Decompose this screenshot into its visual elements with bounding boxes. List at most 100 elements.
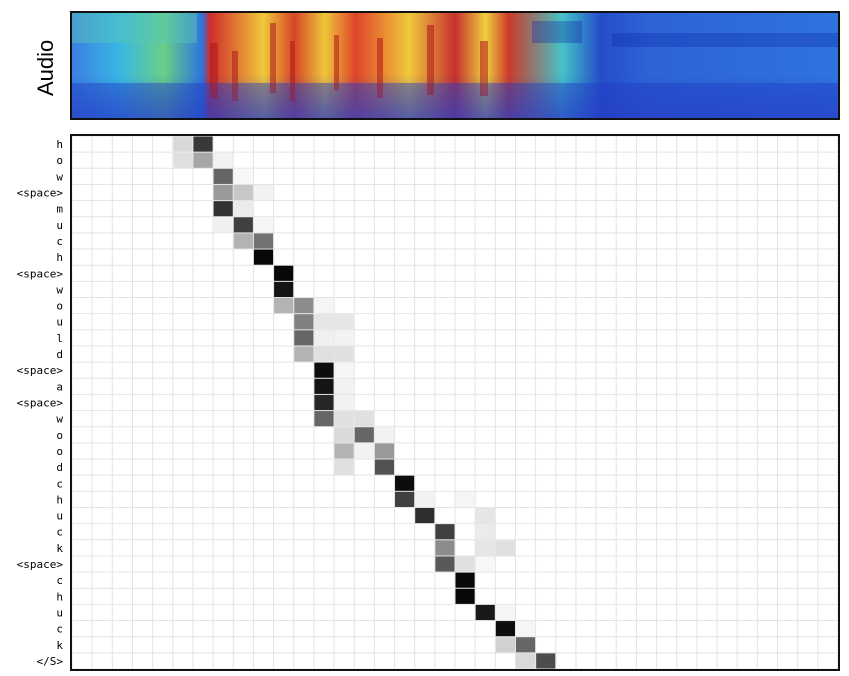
heatmap-cell (193, 152, 213, 168)
heatmap-cell (515, 637, 536, 653)
row-label: k (56, 542, 63, 555)
heatmap-cell (334, 459, 354, 475)
heatmap-cell (515, 653, 536, 669)
row-label: d (56, 461, 63, 474)
heatmap-cell (274, 265, 294, 281)
heatmap-cell (213, 217, 233, 233)
row-label: o (56, 445, 63, 458)
row-label: h (56, 590, 63, 603)
row-label: <space> (17, 187, 64, 200)
heatmap-cell (455, 588, 475, 604)
heatmap-cell (173, 152, 193, 168)
row-label: w (56, 413, 63, 426)
heatmap-cell (354, 411, 374, 427)
heatmap-cell (495, 637, 515, 653)
heatmap-cell (495, 540, 515, 556)
row-label: h (56, 138, 63, 151)
heatmap-cell (374, 459, 395, 475)
heatmap-cell (233, 201, 253, 217)
row-label: w (56, 283, 63, 296)
heatmap-cell (495, 604, 515, 621)
row-label: u (56, 510, 63, 523)
heatmap-cell (314, 394, 334, 411)
audio-spectrogram (70, 11, 840, 120)
heatmap-cell (334, 427, 354, 443)
heatmap-cell (314, 298, 334, 314)
heatmap-cell (253, 249, 274, 265)
heatmap-cell (233, 184, 253, 201)
heatmap-cell (374, 427, 395, 443)
row-label: u (56, 606, 63, 619)
row-label: c (56, 235, 63, 248)
heatmap-cell (213, 184, 233, 201)
heatmap-cell (374, 443, 395, 459)
heatmap-cells (173, 136, 556, 669)
heatmap-cell (233, 217, 253, 233)
row-label: <space> (17, 397, 64, 410)
heatmap-cell (213, 168, 233, 184)
heatmap-cell (354, 443, 374, 459)
heatmap-cell (294, 314, 314, 330)
row-label: w (56, 170, 63, 183)
heatmap-cell (515, 621, 536, 637)
heatmap-cell (455, 572, 475, 588)
heatmap-cell (294, 346, 314, 362)
row-label: c (56, 623, 63, 636)
heatmap-cell (415, 491, 435, 507)
heatmap-cell (334, 362, 354, 378)
heatmap-cell (274, 298, 294, 314)
row-label: a (56, 380, 63, 393)
heatmap-cell (455, 491, 475, 507)
heatmap-cell (334, 346, 354, 362)
heatmap-cell (435, 540, 455, 556)
heatmap-cell (253, 217, 274, 233)
heatmap-cell (314, 378, 334, 394)
row-label: o (56, 300, 63, 313)
heatmap-cell (334, 378, 354, 394)
row-label: m (56, 203, 63, 216)
heatmap-cell (233, 168, 253, 184)
heatmap-frame (70, 134, 840, 671)
heatmap-cell (213, 201, 233, 217)
heatmap-cell (213, 152, 233, 168)
row-label: <space> (17, 558, 64, 571)
row-label: h (56, 493, 63, 506)
row-label: u (56, 316, 63, 329)
heatmap-cell (475, 540, 495, 556)
heatmap-cell (475, 507, 495, 524)
heatmap-cell (536, 653, 556, 669)
heatmap-cell (193, 136, 213, 152)
row-label: </S> (37, 655, 64, 668)
row-label: k (56, 639, 63, 652)
row-label: <space> (17, 267, 64, 280)
heatmap-cell (475, 604, 495, 621)
heatmap-cell (314, 330, 334, 346)
row-label: h (56, 251, 63, 264)
heatmap-cell (173, 136, 193, 152)
row-label: c (56, 574, 63, 587)
heatmap-cell (455, 556, 475, 572)
heatmap-cell (233, 233, 253, 249)
heatmap-cell (334, 394, 354, 411)
heatmap-cell (294, 330, 314, 346)
heatmap-cell (334, 314, 354, 330)
heatmap-cell (314, 411, 334, 427)
row-label: o (56, 429, 63, 442)
heatmap-cell (395, 491, 415, 507)
heatmap-cell (314, 346, 334, 362)
heatmap-cell (495, 621, 515, 637)
heatmap-cell (334, 330, 354, 346)
row-label: l (56, 332, 63, 345)
row-label: c (56, 477, 63, 490)
heatmap-cell (274, 281, 294, 298)
heatmap-cell (253, 184, 274, 201)
heatmap-grid (71, 135, 839, 670)
heatmap-cell (334, 443, 354, 459)
heatmap-cell (334, 411, 354, 427)
row-label: u (56, 219, 63, 232)
heatmap-cell (314, 314, 334, 330)
row-label: o (56, 154, 63, 167)
heatmap-cell (354, 427, 374, 443)
heatmap-cell (415, 507, 435, 524)
